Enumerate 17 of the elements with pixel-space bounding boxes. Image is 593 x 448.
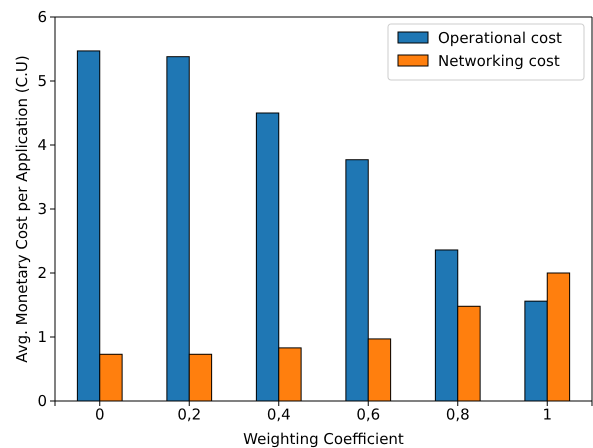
x-tick-label: 0,6	[356, 406, 380, 424]
x-tick-label: 0,2	[177, 406, 202, 424]
x-tick-label: 1	[542, 406, 552, 424]
x-tick-label: 0	[94, 406, 105, 424]
y-tick-label: 5	[37, 72, 47, 90]
y-tick-label: 0	[37, 392, 47, 410]
x-axis-title: Weighting Coefficient	[243, 430, 404, 448]
y-tick-label: 3	[37, 200, 47, 218]
y-tick-label: 2	[37, 264, 47, 282]
y-tick-label: 6	[37, 8, 47, 26]
x-tick-label: 0,8	[446, 406, 470, 424]
y-tick-label: 1	[37, 328, 47, 346]
legend-label: Networking cost	[438, 52, 560, 70]
y-tick-label: 4	[37, 136, 47, 154]
legend-label: Operational cost	[438, 29, 562, 47]
y-axis-title: Avg. Monetary Cost per Application (C.U)	[13, 55, 31, 363]
x-tick-label: 0,4	[266, 406, 291, 424]
